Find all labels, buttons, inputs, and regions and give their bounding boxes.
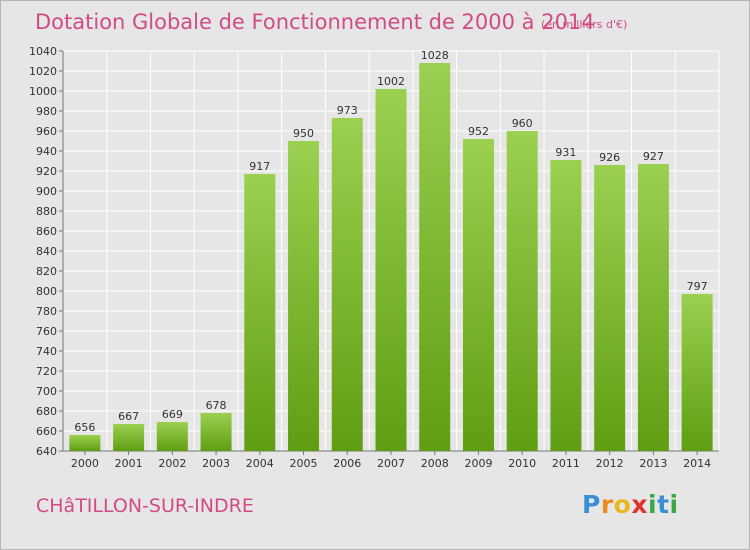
data-label: 931	[555, 146, 576, 159]
chart-subtitle: (en milliers d'€)	[541, 18, 628, 31]
bars	[69, 63, 713, 451]
bar	[594, 165, 626, 451]
bar	[331, 118, 363, 451]
data-label: 960	[512, 117, 533, 130]
y-tick-label: 820	[36, 265, 57, 278]
y-tick-label: 760	[36, 325, 57, 338]
x-tick-label: 2001	[115, 457, 143, 470]
proxiti-logo[interactable]: Proxiti	[582, 490, 679, 519]
y-tick-label: 1000	[29, 85, 57, 98]
bar	[375, 89, 407, 451]
data-labels: 656 667 669 678 917 950 973 1002 1028 952 960 931 92…	[74, 49, 707, 434]
y-tick-label: 1020	[29, 65, 57, 78]
y-tick-label: 680	[36, 405, 57, 418]
x-tick-label: 2004	[246, 457, 274, 470]
x-tick-label: 2009	[464, 457, 492, 470]
data-label: 678	[206, 399, 227, 412]
bar	[462, 139, 494, 451]
bar	[550, 160, 582, 451]
y-tick-label: 840	[36, 245, 57, 258]
y-tick-label: 960	[36, 125, 57, 138]
x-tick-label: 2010	[508, 457, 536, 470]
y-tick-label: 640	[36, 445, 57, 458]
x-tick-label: 2011	[552, 457, 580, 470]
chart-title: Dotation Globale de Fonctionnement de 20…	[35, 10, 595, 34]
y-tick-label: 860	[36, 225, 57, 238]
y-tick-label: 980	[36, 105, 57, 118]
data-label: 927	[643, 150, 664, 163]
bar	[113, 424, 145, 451]
x-tick-label: 2000	[71, 457, 99, 470]
commune-name: CHâTILLON-SUR-INDRE	[36, 495, 254, 517]
bar	[506, 131, 538, 451]
x-tick-labels: 2000 2001 2002 2003 2004 2005 2006 2007 2008 2009…	[71, 457, 711, 470]
bar	[681, 294, 713, 451]
y-tick-label: 1040	[29, 45, 57, 58]
data-label: 1002	[377, 75, 405, 88]
y-tick-label: 940	[36, 145, 57, 158]
y-tick-labels: 640 660 680 700 720 740 760 780 800 820 840 860 880 9…	[29, 45, 57, 458]
x-tick-label: 2003	[202, 457, 230, 470]
x-tick-label: 2012	[596, 457, 624, 470]
data-label: 950	[293, 127, 314, 140]
x-tick-label: 2013	[639, 457, 667, 470]
y-tick-label: 780	[36, 305, 57, 318]
data-label: 656	[74, 421, 95, 434]
bar	[288, 141, 320, 451]
bar	[637, 164, 669, 451]
x-tick-label: 2005	[290, 457, 318, 470]
y-tick-label: 920	[36, 165, 57, 178]
data-label: 917	[249, 160, 270, 173]
data-label: 669	[162, 408, 183, 421]
data-label: 797	[687, 280, 708, 293]
data-label: 952	[468, 125, 489, 138]
y-tick-label: 700	[36, 385, 57, 398]
y-tick-label: 900	[36, 185, 57, 198]
bar	[244, 174, 276, 451]
x-tick-label: 2008	[421, 457, 449, 470]
bar	[69, 435, 101, 451]
x-tick-label: 2014	[683, 457, 711, 470]
x-tick-label: 2006	[333, 457, 361, 470]
y-tick-label: 880	[36, 205, 57, 218]
y-tick-label: 720	[36, 365, 57, 378]
bar	[200, 413, 232, 451]
bar	[419, 63, 451, 451]
bar	[156, 422, 188, 451]
y-tick-label: 660	[36, 425, 57, 438]
x-tick-label: 2007	[377, 457, 405, 470]
x-tick-label: 2002	[158, 457, 186, 470]
y-tick-label: 740	[36, 345, 57, 358]
data-label: 926	[599, 151, 620, 164]
data-label: 973	[337, 104, 358, 117]
data-label: 1028	[421, 49, 449, 62]
y-tick-label: 800	[36, 285, 57, 298]
data-label: 667	[118, 410, 139, 423]
